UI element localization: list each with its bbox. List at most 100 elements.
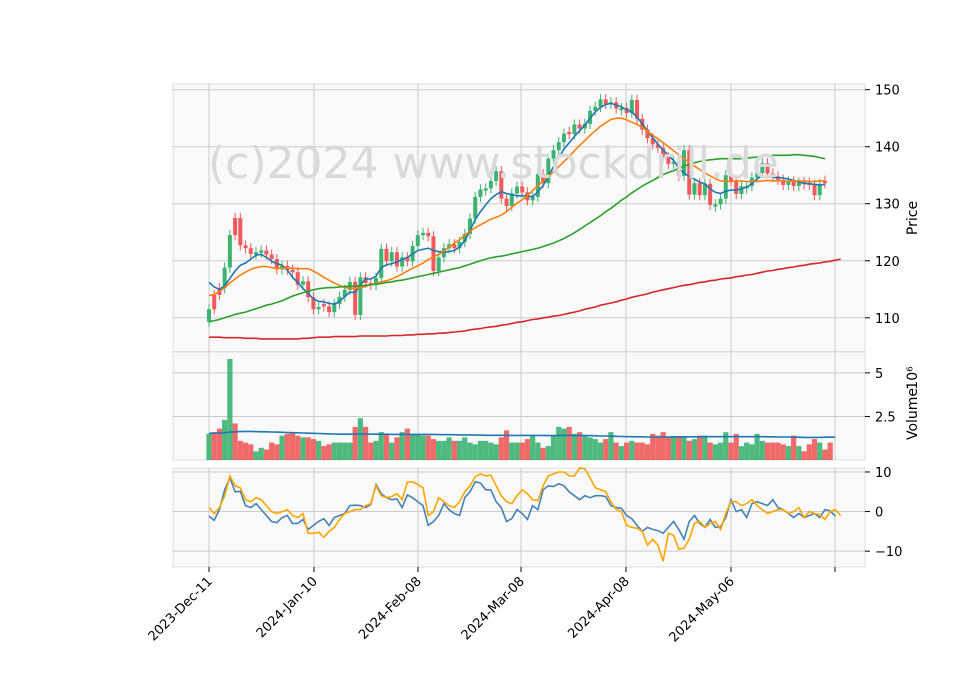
candle-body (577, 124, 582, 129)
volume-bar (383, 433, 390, 460)
candle-body (629, 99, 634, 114)
x-tick-label: 2024-Apr-08 (565, 574, 632, 641)
candle-body (426, 232, 431, 237)
volume-bar (707, 442, 713, 460)
candle-body (739, 186, 744, 195)
volume-bar (227, 358, 233, 460)
price-background (173, 84, 865, 352)
candle-body (671, 161, 676, 164)
volume-bar (644, 444, 651, 460)
volume-bar (764, 442, 771, 460)
volume-bar (295, 435, 301, 460)
candle-body (494, 171, 499, 181)
volume-bar (258, 447, 264, 460)
volume-bar (483, 440, 489, 460)
volume-bar (566, 426, 572, 460)
volume-bar (754, 433, 760, 460)
series-line (208, 153, 826, 323)
candle-body (462, 233, 467, 242)
volume-bar (493, 444, 499, 460)
candle-body (405, 257, 410, 262)
candle-body (457, 241, 462, 249)
volume-bar (660, 432, 666, 460)
volume-bar (785, 446, 792, 460)
volume-bar (639, 442, 645, 460)
candle-body (650, 138, 655, 145)
candle-body (353, 281, 358, 315)
candle-body (332, 304, 337, 313)
volume-bar (691, 439, 698, 460)
candle-body (212, 294, 217, 310)
candle-body (765, 163, 770, 174)
volume-bar (702, 435, 708, 460)
x-tick-label: 2024-Jan-10 (254, 574, 321, 641)
candle-body (290, 269, 295, 273)
candle-body (755, 172, 760, 178)
candle-body (321, 304, 326, 307)
volume-bar (697, 435, 703, 460)
volume-bar (655, 435, 661, 460)
volume-bar (806, 444, 812, 460)
volume-bar (399, 432, 405, 460)
candle-body (817, 183, 822, 196)
price-y-tick-label: 120 (875, 255, 900, 270)
volume-bar (378, 432, 384, 460)
candle-body (514, 186, 519, 194)
candle-body (812, 184, 817, 196)
volume-bar (545, 446, 551, 460)
x-tick-label: 2024-May-06 (667, 574, 738, 645)
volume-y-axis-title: Volume (905, 388, 921, 440)
price-y-tick-label: 150 (875, 84, 900, 99)
watermark-text: (c)2024 www.stockdrill.de (208, 138, 779, 189)
volume-bar (253, 451, 259, 460)
volume-bar (310, 439, 316, 460)
volume-bar (446, 437, 452, 460)
candle-body (436, 257, 441, 272)
volume-bar (279, 435, 285, 460)
volume-bar (749, 444, 755, 460)
candle-body (306, 281, 311, 298)
volume-bar (796, 446, 802, 460)
volume-bar (780, 444, 786, 460)
volume-bar (420, 435, 426, 460)
candle-body (729, 175, 733, 181)
volume-bar (237, 440, 243, 460)
volume-bar (462, 437, 468, 460)
volume-bar (634, 442, 640, 460)
candle-body (760, 163, 765, 173)
candle-body (655, 144, 660, 148)
candle-body (227, 235, 232, 268)
candle-body (243, 245, 248, 249)
volume-bar (650, 433, 656, 460)
candle-body (207, 309, 211, 322)
candle-body (530, 196, 535, 201)
volume-bar (211, 432, 217, 460)
candle-body (316, 306, 321, 310)
candle-body (269, 254, 274, 260)
volume-bar (373, 440, 379, 460)
candle-body (483, 188, 488, 191)
volume-bar (822, 449, 828, 460)
volume-bar (587, 437, 593, 460)
candle-body (452, 244, 457, 249)
volume-bar (503, 430, 510, 460)
candle-body (796, 182, 801, 187)
volume-bar (811, 439, 818, 460)
candle-body (687, 150, 692, 195)
volume-bar (368, 442, 374, 460)
candle-body (488, 180, 493, 189)
volume-bar (456, 440, 463, 460)
oscillator-y-tick-label: −10 (875, 545, 902, 560)
price-y-tick-label: 130 (875, 198, 900, 213)
candle-body (238, 218, 243, 246)
volume-bar (404, 428, 410, 460)
volume-bar (472, 444, 478, 460)
candle-body (478, 189, 483, 197)
panel-price: 110 120 130 140 150 Price (172, 83, 921, 353)
volume-bar (717, 442, 724, 460)
volume-bar (519, 442, 525, 460)
series-line (208, 117, 825, 297)
volume-bar (269, 442, 275, 460)
